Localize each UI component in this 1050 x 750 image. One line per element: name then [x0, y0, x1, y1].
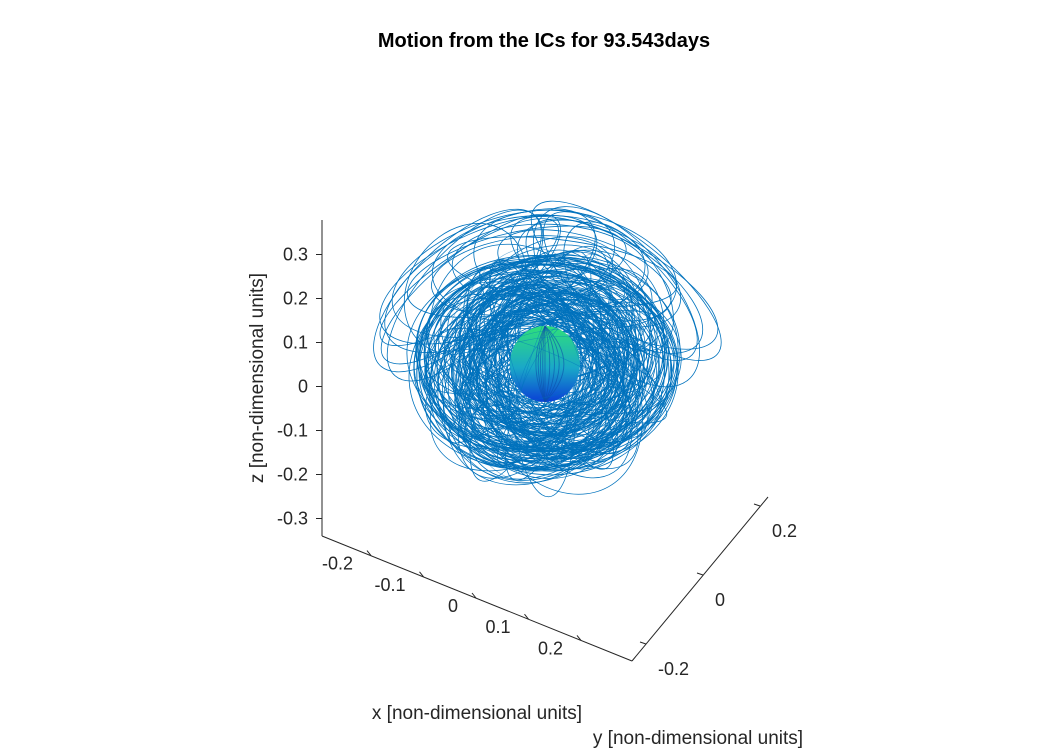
trajectory-orbit [426, 256, 666, 460]
y-tick-mark [696, 572, 704, 576]
x-tick-label: -0.2 [322, 554, 353, 574]
trajectory-orbit [481, 303, 637, 447]
x-tick-label: -0.1 [374, 575, 405, 595]
trajectory-orbit [423, 263, 668, 449]
x-tick-mark [366, 550, 372, 556]
y-axis-line [631, 496, 769, 662]
trajectory-orbit [458, 249, 665, 451]
trajectory-orbit [437, 272, 635, 481]
trajectory-orbit [454, 298, 633, 469]
axes: -0.3 -0.2 -0.1 0 0.1 0.2 0.3 -0.2 -0.1 0 0.1 0.2 -… [277, 220, 797, 679]
trajectory-orbit-front [513, 311, 600, 447]
x-tick-label: 0.1 [485, 617, 510, 637]
chart-title: Motion from the ICs for 93.543days [378, 30, 710, 52]
sphere-meridian [537, 325, 546, 403]
central-sphere [445, 247, 649, 483]
x-tick-label: 0.2 [538, 638, 563, 658]
z-tick-label: 0.3 [283, 245, 308, 265]
trajectory-orbit [419, 270, 660, 453]
sphere-meridian [544, 325, 551, 403]
z-axis-label: z [non-dimensional units] [247, 273, 268, 483]
trajectory-orbit [498, 304, 583, 440]
trajectory-orbit-front [466, 321, 617, 451]
y-tick-label: -0.2 [658, 659, 689, 679]
z-tick-label: 0.2 [283, 289, 308, 309]
z-tick-label: 0 [298, 377, 308, 397]
z-tick-label: 0.1 [283, 333, 308, 353]
y-axis-label: y [non-dimensional units] [593, 728, 803, 749]
z-ticks: -0.3 -0.2 -0.1 0 0.1 0.2 0.3 [277, 245, 322, 529]
trajectory-orbit-front [452, 247, 609, 483]
trajectory-orbit-front [503, 275, 590, 453]
trajectory-orbit-front [445, 331, 649, 436]
x-tick-mark [419, 571, 424, 578]
trajectory-orbit-front [470, 300, 625, 430]
sphere-meridian [542, 325, 546, 403]
trajectory-orbit [443, 283, 611, 448]
trajectory-orbit-front [457, 336, 607, 404]
x-axis-line [321, 535, 633, 662]
sphere-meridian [540, 325, 546, 403]
x-tick-label: 0 [448, 596, 458, 616]
z-tick-label: -0.3 [277, 509, 308, 529]
trajectory-orbit [442, 263, 651, 486]
trajectory-orbit [413, 276, 675, 448]
y-tick-label: 0 [715, 590, 725, 610]
x-tick-mark [471, 592, 477, 599]
x-ticks: -0.2 -0.1 0 0.1 0.2 [322, 550, 582, 658]
trajectory-orbit-front [465, 328, 639, 426]
x-axis-label: x [non-dimensional units] [372, 703, 582, 724]
sphere-meridian [544, 325, 560, 403]
trajectory-orbit-front [469, 293, 644, 472]
trajectory-orbit [428, 264, 670, 471]
x-tick-mark [576, 635, 582, 641]
z-tick-label: -0.2 [277, 465, 308, 485]
x-tick-mark [524, 613, 529, 620]
trajectory-lines [373, 200, 722, 498]
y-tick-mark [639, 641, 647, 645]
trajectory-orbit [464, 309, 597, 428]
trajectory-orbit-front [447, 278, 632, 443]
trajectory-orbit [440, 278, 626, 426]
trajectory-orbit-front [485, 298, 618, 459]
y-ticks: -0.2 0 0.2 [639, 503, 797, 679]
trajectory-orbit-front [484, 314, 601, 445]
sphere-meridian [544, 325, 565, 403]
sphere-meridian [535, 325, 546, 403]
trajectory-orbit-front [511, 254, 601, 475]
z-tick-label: -0.1 [277, 421, 308, 441]
y-tick-mark [753, 503, 761, 507]
trajectory-orbit-front [516, 322, 594, 442]
trajectory-orbit [406, 261, 679, 455]
trajectory-orbit [408, 257, 681, 470]
y-tick-label: 0.2 [772, 521, 797, 541]
trajectory-orbit [428, 243, 628, 479]
